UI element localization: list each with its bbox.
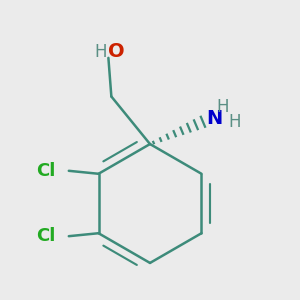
Text: H: H (95, 43, 107, 61)
Text: H: H (229, 113, 241, 131)
Text: Cl: Cl (36, 227, 56, 245)
Text: H: H (217, 98, 229, 116)
Text: N: N (206, 109, 223, 128)
Text: O: O (107, 42, 124, 62)
Text: Cl: Cl (36, 162, 56, 180)
